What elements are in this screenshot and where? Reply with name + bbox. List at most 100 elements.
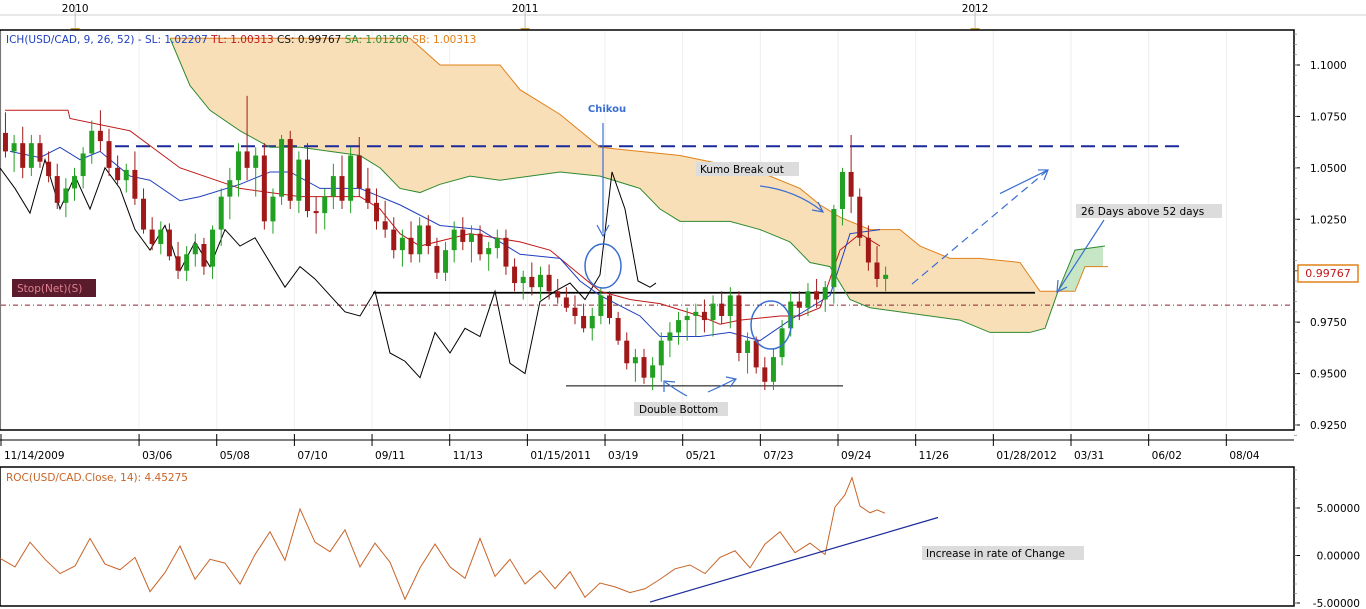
price-badge: 0.99767 <box>1297 264 1359 283</box>
candle <box>132 151 138 205</box>
candle <box>270 188 276 234</box>
candle-body <box>287 139 293 201</box>
candle <box>710 295 716 337</box>
candle <box>227 167 233 220</box>
roc-tick-label: 0.00000 <box>1317 551 1360 563</box>
candle <box>676 311 682 345</box>
candle-body <box>175 256 181 271</box>
target-arrowhead <box>1038 169 1049 181</box>
target-arrow-dashed <box>911 169 1049 285</box>
roc-trendline <box>649 516 939 603</box>
candle <box>537 266 543 300</box>
candle-body <box>382 221 388 230</box>
candle <box>719 291 725 325</box>
indicator-prefix: ICH(USD/CAD, 9, 26, 52) - <box>6 34 142 46</box>
candle <box>874 246 880 288</box>
candle-body <box>796 301 802 308</box>
candle-body <box>468 233 474 242</box>
candle <box>54 163 60 209</box>
candle <box>615 311 621 345</box>
candle <box>425 215 431 255</box>
candle <box>158 221 164 255</box>
candle-body <box>606 295 612 319</box>
candle <box>529 262 535 296</box>
candle-body <box>37 143 43 162</box>
candle-body <box>719 303 725 316</box>
chikou-circle <box>584 243 622 289</box>
date-tick-label: 06/02 <box>1152 450 1182 462</box>
candle <box>701 299 707 333</box>
roc-tick-label: -5.00000 <box>1313 598 1360 609</box>
candle <box>417 217 423 263</box>
candle-body <box>745 340 751 353</box>
header-item: SL: 1.02207 <box>145 34 208 46</box>
price-tick-label: 0.9250 <box>1310 420 1347 432</box>
candle <box>753 336 759 374</box>
roc-label-bg <box>922 546 1084 560</box>
candle-body <box>348 155 354 201</box>
candle-body <box>227 180 233 197</box>
candle-body <box>11 143 17 152</box>
date-tick-label: 03/31 <box>1074 450 1104 462</box>
candle-body <box>546 274 552 292</box>
candle-body <box>762 367 768 382</box>
candle-body <box>529 276 535 288</box>
candle <box>46 151 52 183</box>
header-item: TL: 1.00313 <box>208 34 274 46</box>
candle-body <box>304 159 310 212</box>
price-tick-label: 0.9500 <box>1310 369 1347 381</box>
candle-body <box>210 229 216 267</box>
candle-body <box>261 155 267 222</box>
candle-body <box>63 188 69 203</box>
candle <box>632 348 638 382</box>
candle <box>650 357 656 391</box>
candle <box>494 229 500 259</box>
candle-body <box>632 357 638 364</box>
price-tick-label: 0.9750 <box>1310 317 1347 329</box>
candle-body <box>563 297 569 308</box>
candle-body <box>443 250 449 273</box>
candle-body <box>650 365 656 378</box>
date-tick-label: 03/06 <box>142 450 173 462</box>
candle <box>667 322 673 358</box>
candle-body <box>434 246 440 273</box>
header-item: SB: 1.00313 <box>409 34 477 46</box>
candle-body <box>365 188 371 203</box>
candle <box>218 188 224 247</box>
candle-body <box>883 274 889 279</box>
candle <box>313 196 319 234</box>
candle-body <box>54 176 60 203</box>
chikou-span-line <box>0 157 657 379</box>
year-label: 2010 <box>62 3 89 15</box>
candle <box>28 134 34 177</box>
chikou-label: Chikou <box>588 104 626 115</box>
candle-body <box>399 237 405 251</box>
date-tick-label: 01/15/2011 <box>530 450 591 462</box>
double-bottom-label: Double Bottom <box>639 404 718 416</box>
candle-body <box>356 155 362 189</box>
price-tick-label: 1.0250 <box>1310 214 1347 226</box>
candle-body <box>2 132 8 152</box>
kumo-cloud-bull <box>1058 246 1103 292</box>
candle-body <box>848 171 854 197</box>
candle <box>883 266 889 292</box>
candle <box>736 291 742 362</box>
candle <box>365 167 371 209</box>
candle <box>486 241 492 271</box>
candle-body <box>822 287 828 300</box>
candle <box>339 155 345 209</box>
candle <box>865 225 871 271</box>
price-tick-label: 1.0750 <box>1310 111 1347 123</box>
candle-body <box>391 229 397 251</box>
kijun-sen-line <box>9 146 881 342</box>
candle-body <box>218 196 224 230</box>
candle <box>693 303 699 337</box>
candle <box>201 237 207 275</box>
date-axis: 11/14/2009 03/06 05/08 07/10 09/11 11/13 01/15… <box>0 434 1294 462</box>
candle-body <box>839 171 845 209</box>
double-bottom-bg <box>634 402 728 416</box>
date-tick-label: 07/23 <box>763 450 793 462</box>
header-item: SA: 1.01260 <box>341 34 409 46</box>
candle-body <box>149 229 155 244</box>
candle-body <box>322 196 328 214</box>
